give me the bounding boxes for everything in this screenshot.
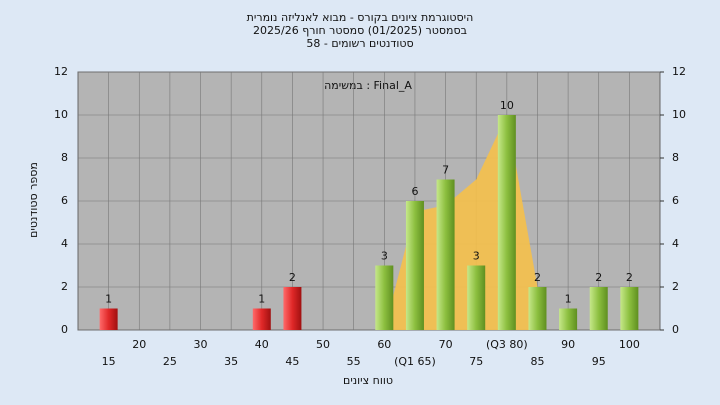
data-label: 2 [626, 271, 633, 284]
x-tick-label: 35 [224, 355, 238, 368]
bar [467, 265, 486, 330]
x-tick-label: 70 [439, 338, 453, 351]
x-tick-label: 45 [285, 355, 299, 368]
y-tick-label: 4 [61, 237, 68, 250]
y-tick-label: 0 [61, 323, 68, 336]
data-label: 3 [473, 250, 480, 263]
chart-subtitle: 58 - סטודנטים רשומים [306, 37, 413, 50]
x-tick-label: 100 [619, 338, 640, 351]
data-label: 2 [289, 271, 296, 284]
x-tick-label: (Q1 65) [394, 355, 436, 368]
y-tick-label: 6 [61, 194, 68, 207]
data-label: 1 [105, 293, 112, 306]
x-tick-label: 85 [530, 355, 544, 368]
y2-tick-label: 2 [672, 280, 679, 293]
y-tick-label: 2 [61, 280, 68, 293]
bar [589, 287, 608, 330]
bar [559, 308, 578, 330]
x-tick-label: 50 [316, 338, 330, 351]
bar [252, 308, 271, 330]
bar [528, 287, 547, 330]
y2-tick-label: 10 [672, 108, 686, 121]
bar [497, 115, 516, 330]
x-tick-label: (Q3 80) [486, 338, 528, 351]
x-tick-label: 55 [347, 355, 361, 368]
x-tick-label: 95 [592, 355, 606, 368]
y2-tick-label: 0 [672, 323, 679, 336]
x-tick-label: 30 [194, 338, 208, 351]
data-label: 1 [565, 293, 572, 306]
x-tick-label: 60 [377, 338, 391, 351]
data-label: 3 [381, 250, 388, 263]
annotation: במשימה : Final_A [324, 79, 412, 92]
x-axis-label: טווח ציונים [343, 374, 393, 387]
x-tick-label: 15 [102, 355, 116, 368]
y-axis-label: מספר סטודנטים [27, 162, 40, 238]
x-tick-label: 40 [255, 338, 269, 351]
chart-title: היסטוגרמת ציונים בקורס - מבוא לאנליזה נו… [247, 11, 474, 24]
data-label: 6 [411, 185, 418, 198]
bar [375, 265, 394, 330]
y2-tick-label: 8 [672, 151, 679, 164]
y2-tick-label: 4 [672, 237, 679, 250]
y-tick-label: 12 [54, 65, 68, 78]
x-tick-label: 20 [132, 338, 146, 351]
x-tick-label: 90 [561, 338, 575, 351]
data-label: 7 [442, 164, 449, 177]
bar [436, 179, 455, 330]
bar [99, 308, 118, 330]
x-tick-label: 75 [469, 355, 483, 368]
bar [405, 201, 424, 330]
y2-tick-label: 6 [672, 194, 679, 207]
y2-tick-label: 12 [672, 65, 686, 78]
data-label: 2 [595, 271, 602, 284]
chart-subtitle: בסמסטר (01/2025) סמסטר חורף 2025/26 [253, 24, 467, 37]
bar [283, 287, 302, 330]
y-tick-label: 8 [61, 151, 68, 164]
data-label: 1 [258, 293, 265, 306]
data-label: 2 [534, 271, 541, 284]
y-tick-label: 10 [54, 108, 68, 121]
bar [620, 287, 639, 330]
x-tick-label: 25 [163, 355, 177, 368]
data-label: 10 [500, 99, 514, 112]
